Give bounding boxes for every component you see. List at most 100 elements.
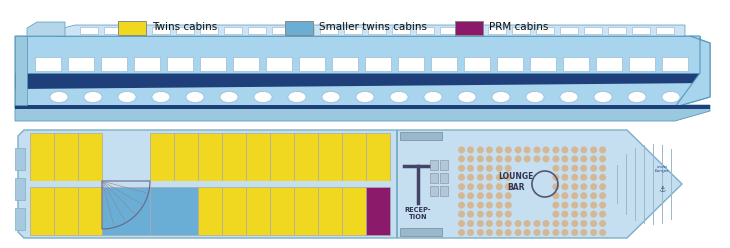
Ellipse shape bbox=[390, 92, 408, 102]
Circle shape bbox=[515, 220, 522, 227]
Circle shape bbox=[458, 202, 465, 209]
Bar bbox=[134, 57, 160, 71]
Circle shape bbox=[458, 220, 465, 227]
Bar bbox=[15, 148, 25, 170]
Bar bbox=[440, 160, 448, 170]
Bar bbox=[342, 133, 366, 181]
Circle shape bbox=[599, 183, 606, 190]
Circle shape bbox=[580, 220, 587, 227]
Circle shape bbox=[553, 211, 559, 217]
Circle shape bbox=[486, 220, 493, 227]
Circle shape bbox=[561, 165, 569, 172]
Bar bbox=[488, 27, 506, 34]
Circle shape bbox=[477, 155, 484, 162]
Circle shape bbox=[553, 155, 559, 162]
Circle shape bbox=[561, 192, 569, 199]
Circle shape bbox=[477, 165, 484, 172]
Bar bbox=[246, 133, 270, 181]
Circle shape bbox=[590, 220, 597, 227]
Bar bbox=[174, 133, 198, 181]
Circle shape bbox=[496, 174, 503, 181]
Ellipse shape bbox=[186, 92, 204, 102]
Circle shape bbox=[467, 192, 474, 199]
Bar bbox=[584, 27, 602, 34]
Bar bbox=[396, 130, 398, 238]
Circle shape bbox=[504, 174, 512, 181]
Bar bbox=[332, 57, 358, 71]
Circle shape bbox=[496, 155, 503, 162]
Bar bbox=[560, 27, 578, 34]
Polygon shape bbox=[15, 105, 710, 121]
Circle shape bbox=[467, 202, 474, 209]
Circle shape bbox=[572, 146, 578, 154]
Bar bbox=[400, 132, 442, 140]
Ellipse shape bbox=[322, 92, 340, 102]
Circle shape bbox=[580, 146, 587, 154]
Bar bbox=[118, 21, 146, 35]
Bar bbox=[176, 27, 194, 34]
Bar bbox=[150, 133, 174, 181]
Bar bbox=[78, 187, 102, 235]
Bar bbox=[440, 27, 458, 34]
Bar bbox=[398, 57, 424, 71]
Polygon shape bbox=[27, 36, 700, 73]
Circle shape bbox=[504, 192, 512, 199]
Circle shape bbox=[542, 155, 550, 162]
Circle shape bbox=[515, 146, 522, 154]
Bar bbox=[318, 187, 342, 235]
Circle shape bbox=[486, 229, 493, 236]
Bar bbox=[104, 27, 122, 34]
Circle shape bbox=[458, 155, 465, 162]
Bar bbox=[167, 57, 193, 71]
Circle shape bbox=[590, 146, 597, 154]
Circle shape bbox=[496, 220, 503, 227]
Circle shape bbox=[496, 229, 503, 236]
Circle shape bbox=[599, 165, 606, 172]
Ellipse shape bbox=[288, 92, 306, 102]
Circle shape bbox=[534, 220, 540, 227]
Circle shape bbox=[561, 155, 569, 162]
Text: ⚓: ⚓ bbox=[658, 185, 666, 193]
Text: croisi
Europe: croisi Europe bbox=[655, 165, 669, 173]
Bar bbox=[15, 208, 25, 230]
Circle shape bbox=[580, 229, 587, 236]
Circle shape bbox=[599, 220, 606, 227]
Circle shape bbox=[572, 192, 578, 199]
Circle shape bbox=[467, 146, 474, 154]
Circle shape bbox=[504, 211, 512, 217]
Bar bbox=[198, 133, 222, 181]
Circle shape bbox=[504, 220, 512, 227]
Bar bbox=[296, 27, 314, 34]
Bar bbox=[431, 57, 457, 71]
Bar bbox=[632, 27, 650, 34]
Bar bbox=[430, 186, 438, 196]
Circle shape bbox=[458, 146, 465, 154]
Bar bbox=[320, 27, 338, 34]
Circle shape bbox=[590, 192, 597, 199]
Circle shape bbox=[504, 229, 512, 236]
Circle shape bbox=[590, 211, 597, 217]
Circle shape bbox=[553, 220, 559, 227]
Bar bbox=[366, 187, 390, 235]
Circle shape bbox=[561, 229, 569, 236]
Circle shape bbox=[580, 202, 587, 209]
Bar bbox=[455, 21, 483, 35]
Bar bbox=[294, 187, 318, 235]
Ellipse shape bbox=[118, 92, 136, 102]
Circle shape bbox=[553, 174, 559, 181]
Circle shape bbox=[477, 202, 484, 209]
Bar bbox=[596, 57, 622, 71]
Bar bbox=[512, 27, 530, 34]
Bar bbox=[368, 27, 386, 34]
Circle shape bbox=[590, 229, 597, 236]
Bar bbox=[68, 57, 94, 71]
Ellipse shape bbox=[662, 92, 680, 102]
Circle shape bbox=[599, 174, 606, 181]
Ellipse shape bbox=[356, 92, 374, 102]
Circle shape bbox=[458, 211, 465, 217]
Circle shape bbox=[599, 211, 606, 217]
Bar bbox=[272, 27, 290, 34]
Bar bbox=[430, 160, 438, 170]
Circle shape bbox=[561, 146, 569, 154]
Circle shape bbox=[599, 202, 606, 209]
